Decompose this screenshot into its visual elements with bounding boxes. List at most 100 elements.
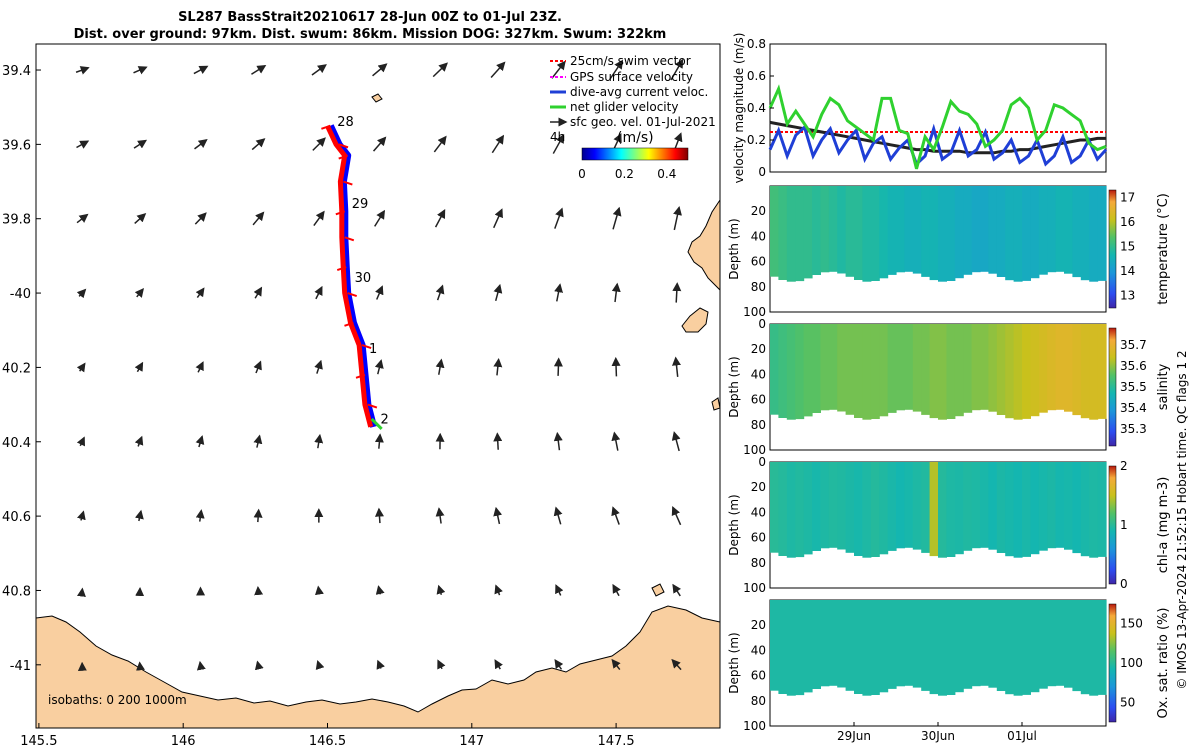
geo-velocity-arrow — [314, 433, 324, 449]
day-label: 30 — [355, 271, 372, 286]
map-colorbar-ticks: 0 0.2 0.4 — [578, 167, 676, 181]
geo-velocity-arrow — [315, 585, 324, 596]
legend-gps-velocity: GPS surface velocity — [570, 70, 693, 84]
chl-a-column — [938, 462, 947, 558]
salinity-column — [1064, 324, 1073, 412]
chl-a-column — [1064, 462, 1073, 550]
oxygen-column — [1005, 600, 1015, 695]
swim-vector — [321, 124, 331, 130]
chl-a-column — [896, 462, 905, 549]
salinity-column — [971, 324, 981, 411]
chl-a-column — [1022, 462, 1031, 557]
geo-velocity-arrow — [553, 506, 563, 525]
geo-velocity-arrow — [554, 283, 563, 302]
oxygen-column — [1038, 600, 1048, 689]
chl-a-column — [1013, 462, 1023, 558]
day-label: 2 — [381, 412, 389, 427]
oxygen-colorbar-label: Ox. sat. ratio (%) — [1156, 608, 1171, 719]
geo-velocity-arrow — [612, 206, 622, 230]
geo-velocity-arrow — [253, 286, 263, 299]
oxygen-column — [820, 600, 830, 687]
chl-a-column — [1038, 462, 1048, 551]
geo-velocity-arrow — [493, 283, 503, 301]
tasmania-landmass — [36, 605, 720, 728]
salinity-column — [879, 324, 889, 417]
velocity-ytick-label: 0.6 — [747, 69, 766, 83]
oxygen-column — [803, 600, 813, 693]
temperature-colorbar-tick: 14 — [1120, 264, 1135, 278]
oxygen-column — [1072, 600, 1082, 692]
salinity-column — [1089, 324, 1099, 420]
geo-velocity-arrow — [671, 658, 682, 671]
geo-velocity-vectors — [75, 58, 684, 671]
geo-velocity-arrow — [196, 660, 206, 671]
oxygen-column — [1097, 600, 1107, 695]
geo-velocity-arrow — [671, 431, 681, 452]
temperature-column — [929, 186, 939, 281]
oxygen-column — [828, 600, 838, 686]
geo-velocity-arrow — [76, 362, 86, 373]
oxygen-ytick-label: 60 — [751, 669, 766, 683]
temperature-column — [1097, 186, 1107, 281]
geo-velocity-arrow — [611, 282, 621, 303]
temperature-column — [921, 186, 931, 277]
geo-velocity-arrow — [312, 137, 326, 151]
temperature-column — [1055, 186, 1065, 272]
oxygen-column — [971, 600, 981, 687]
oxygen-column — [870, 600, 880, 695]
chl-a-colorbar — [1108, 465, 1117, 585]
oxygen-column — [786, 600, 796, 696]
salinity-ytick-label: 100 — [743, 443, 766, 457]
temperature-ytick-label: 40 — [751, 229, 766, 243]
geo-velocity-arrow — [611, 356, 621, 377]
temperature-ylabel: Depth (m) — [727, 218, 741, 279]
salinity-column — [1022, 324, 1031, 419]
oxygen-column — [946, 600, 956, 695]
salinity-colorbar-tick: 35.5 — [1120, 380, 1147, 394]
salinity-ytick-label: 40 — [751, 367, 766, 381]
geo-velocity-arrow — [311, 64, 327, 76]
geo-velocity-arrow — [134, 361, 144, 373]
velocity-ytick-label: 0.4 — [747, 101, 766, 115]
chl-a-column — [887, 462, 897, 551]
geo-velocity-arrow — [193, 65, 209, 75]
salinity-colorbar-tick: 35.3 — [1120, 422, 1147, 436]
geo-velocity-arrow — [195, 287, 205, 299]
temperature-column — [912, 186, 922, 274]
oxygen-column — [887, 600, 897, 689]
temperature-column — [1013, 186, 1023, 282]
geo-velocity-arrow — [672, 583, 682, 597]
salinity-column — [996, 324, 1006, 415]
geo-velocity-arrow — [434, 209, 446, 228]
salinity-ytick-label: 60 — [751, 393, 766, 407]
oxygen-column — [770, 600, 779, 691]
salinity-colorbar-tick: 35.6 — [1120, 359, 1147, 373]
colorbar-unit: (m/s) — [617, 130, 654, 146]
chl-a-column — [812, 462, 821, 551]
geo-velocity-arrow — [195, 435, 205, 448]
map-xtick-label: 147 — [459, 734, 484, 749]
temperature-colorbar-tick: 17 — [1120, 190, 1135, 204]
temperature-column — [854, 186, 863, 280]
geo-velocity-arrow — [491, 134, 505, 154]
geo-velocity-arrow — [372, 63, 388, 77]
chl-a-column — [879, 462, 889, 555]
geo-velocity-arrow — [375, 285, 384, 300]
salinity-column — [1013, 324, 1023, 420]
chl-a-column — [963, 462, 973, 551]
temperature-column — [837, 186, 847, 274]
salinity-column — [778, 324, 788, 418]
velocity-series — [768, 84, 1108, 170]
geo-velocity-arrow — [315, 660, 325, 670]
chl-a-column — [988, 462, 998, 550]
temperature-column — [1089, 186, 1099, 282]
chl-a-section: Depth (m) 0 20 40 60 80 100 0 1 2 chl-a (mg m-3) — [727, 455, 1171, 595]
legend-swim-vector: 25cm/s swim vector — [570, 54, 691, 68]
velocity-panel: 0 0.2 0.4 0.6 0.8 velocity magnitude (m/s) — [732, 33, 1108, 183]
oxygen-column — [896, 600, 905, 687]
temperature-column — [996, 186, 1006, 277]
geo-velocity-arrow — [75, 66, 90, 75]
oxygen-column — [879, 600, 889, 693]
salinity-column — [887, 324, 897, 413]
chl-a-column — [786, 462, 796, 558]
